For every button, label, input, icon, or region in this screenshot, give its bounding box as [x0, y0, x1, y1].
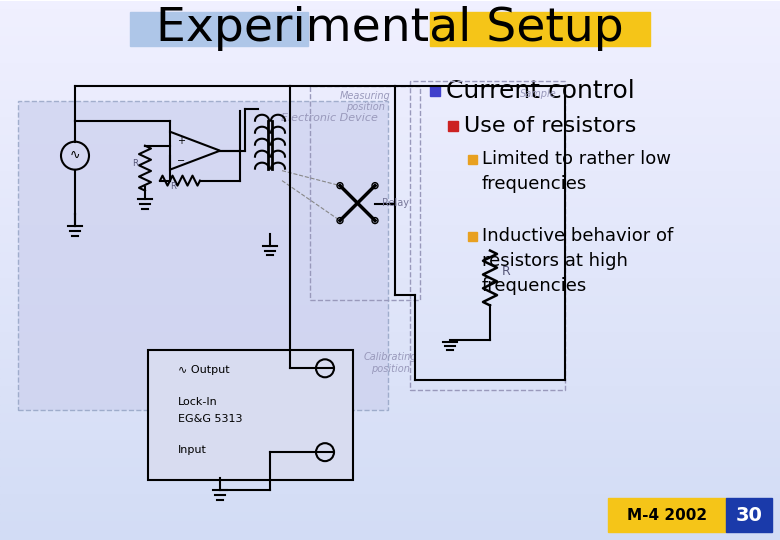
Bar: [0, 217, 780, 226]
Bar: [0, 522, 780, 531]
Text: Use of resistors: Use of resistors: [464, 116, 636, 136]
Bar: [468, 232, 477, 240]
Bar: [430, 12, 650, 46]
Bar: [0, 468, 780, 477]
Bar: [0, 504, 780, 513]
Bar: [0, 352, 780, 360]
Bar: [0, 207, 780, 217]
Bar: [0, 459, 780, 468]
Bar: [0, 109, 780, 118]
Bar: [468, 154, 477, 164]
Bar: [430, 86, 440, 96]
Bar: [0, 261, 780, 271]
Bar: [0, 315, 780, 325]
Bar: [0, 163, 780, 172]
Text: Measuring
position: Measuring position: [339, 91, 390, 112]
Bar: [148, 350, 353, 480]
Bar: [0, 136, 780, 145]
Bar: [0, 100, 780, 109]
Bar: [0, 531, 780, 540]
Bar: [0, 288, 780, 298]
Text: Inductive behavior of
resistors at high
frequencies: Inductive behavior of resistors at high …: [482, 227, 673, 294]
Text: Calibrating
position: Calibrating position: [363, 352, 417, 374]
Text: R: R: [132, 159, 138, 167]
Bar: [0, 28, 780, 37]
Bar: [0, 37, 780, 46]
Bar: [0, 10, 780, 19]
Bar: [0, 405, 780, 414]
Bar: [0, 118, 780, 127]
Bar: [0, 226, 780, 234]
Bar: [0, 64, 780, 73]
Bar: [0, 513, 780, 522]
Bar: [0, 55, 780, 64]
Text: EG&G 5313: EG&G 5313: [178, 414, 243, 424]
Bar: [0, 495, 780, 504]
Bar: [0, 127, 780, 136]
Bar: [0, 477, 780, 486]
Bar: [0, 154, 780, 163]
Bar: [0, 333, 780, 342]
Bar: [0, 91, 780, 100]
Bar: [0, 46, 780, 55]
Bar: [0, 145, 780, 154]
Bar: [0, 1, 780, 10]
Bar: [0, 379, 780, 387]
Text: 30: 30: [736, 505, 762, 524]
Bar: [0, 360, 780, 369]
Text: Electronic Device: Electronic Device: [281, 113, 378, 123]
Bar: [0, 172, 780, 180]
Bar: [0, 450, 780, 459]
Text: ∿: ∿: [69, 149, 80, 162]
Bar: [0, 325, 780, 333]
Bar: [0, 199, 780, 207]
Text: M-4 2002: M-4 2002: [627, 508, 707, 523]
Bar: [0, 19, 780, 28]
Text: Relay: Relay: [382, 198, 409, 207]
Bar: [726, 498, 772, 532]
Bar: [0, 423, 780, 432]
Text: Sample: Sample: [520, 89, 557, 99]
Bar: [608, 498, 726, 532]
Bar: [0, 342, 780, 352]
Bar: [0, 441, 780, 450]
Text: Input: Input: [178, 445, 207, 455]
Bar: [0, 298, 780, 306]
Text: −: −: [177, 156, 185, 166]
Text: Current control: Current control: [446, 79, 635, 103]
Bar: [0, 306, 780, 315]
Bar: [448, 121, 458, 131]
Bar: [0, 396, 780, 405]
Bar: [0, 253, 780, 261]
Text: +: +: [177, 136, 185, 146]
Bar: [0, 369, 780, 379]
Bar: [0, 180, 780, 190]
Text: R: R: [502, 266, 511, 279]
Text: Limited to rather low
frequencies: Limited to rather low frequencies: [482, 150, 671, 193]
Bar: [0, 414, 780, 423]
Bar: [0, 432, 780, 441]
Text: R: R: [170, 181, 176, 191]
Bar: [0, 271, 780, 280]
Text: Lock-In: Lock-In: [178, 397, 218, 407]
Bar: [310, 86, 420, 300]
Bar: [0, 387, 780, 396]
Bar: [0, 486, 780, 495]
Bar: [0, 244, 780, 253]
Text: Experimental Setup: Experimental Setup: [156, 6, 624, 51]
Bar: [0, 190, 780, 199]
Bar: [0, 82, 780, 91]
Bar: [0, 280, 780, 288]
Text: ∿ Output: ∿ Output: [178, 365, 229, 375]
Bar: [18, 101, 388, 410]
Bar: [130, 12, 308, 46]
Bar: [410, 81, 565, 390]
Bar: [0, 234, 780, 244]
Bar: [0, 73, 780, 82]
